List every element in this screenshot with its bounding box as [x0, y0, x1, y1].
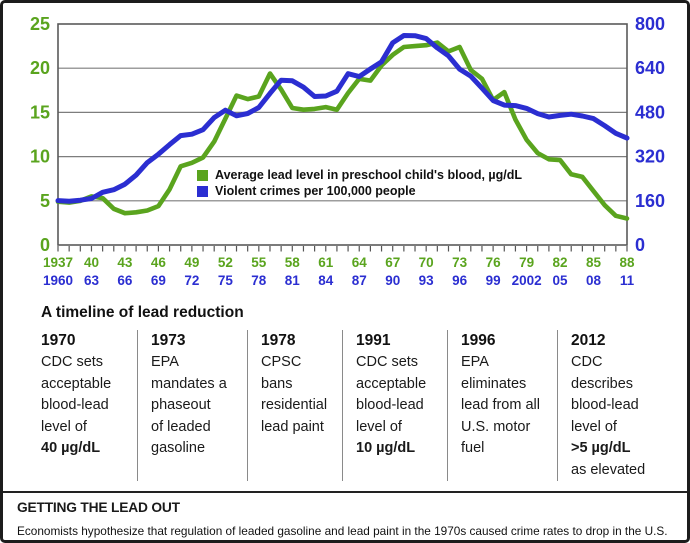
x-green-year-label: 70 — [419, 255, 434, 270]
lead-reduction-timeline: A timeline of lead reduction 1970 CDC se… — [3, 304, 687, 481]
x-blue-year-label: 72 — [184, 273, 199, 288]
timeline-text: EPA mandates a phaseout of leaded gasoli… — [151, 354, 227, 456]
y-left-tick-label: 25 — [30, 14, 50, 34]
crime-series-line — [55, 33, 630, 204]
legend-item-lead: Average lead level in preschool child's … — [197, 168, 522, 182]
timeline-year: 1991 — [356, 332, 391, 349]
chart-footer: GETTING THE LEAD OUT Economists hypothes… — [3, 491, 687, 540]
timeline-text: CDC sets acceptable blood-lead level of — [356, 354, 427, 435]
x-blue-year-label: 1960 — [43, 273, 73, 288]
y-right-tick-label: 320 — [635, 147, 665, 167]
x-blue-year-label: 93 — [419, 273, 435, 288]
timeline-heading: A timeline of lead reduction — [41, 304, 244, 321]
x-blue-year-label: 78 — [251, 273, 267, 288]
timeline-event-1970: 1970 CDC sets acceptable blood-lead leve… — [41, 330, 137, 481]
y-right-tick-label: 800 — [635, 14, 665, 34]
x-blue-year-label: 63 — [84, 273, 100, 288]
timeline-event-1978: 1978 CPSC bans residential lead paint — [247, 330, 342, 481]
x-green-year-label: 82 — [553, 255, 568, 270]
x-blue-year-label: 69 — [151, 273, 166, 288]
x-green-year-label: 76 — [486, 255, 502, 270]
x-green-year-label: 43 — [117, 255, 133, 270]
y-left-tick-label: 10 — [30, 147, 50, 167]
footer-heading: GETTING THE LEAD OUT — [17, 500, 180, 516]
timeline-text: CPSC bans residential lead paint — [261, 354, 328, 435]
timeline-value: 10 µg/dL — [356, 440, 416, 456]
timeline-event-1991: 1991 CDC sets acceptable blood-lead leve… — [342, 330, 447, 481]
timeline-text: CDC sets acceptable blood-lead level of — [41, 354, 112, 435]
timeline-event-1973: 1973 EPA mandates a phaseout of leaded g… — [137, 330, 247, 481]
x-blue-year-label: 11 — [620, 273, 635, 288]
x-blue-year-label: 84 — [318, 273, 334, 288]
timeline-text-after: as elevated — [571, 461, 646, 478]
x-green-year-label: 67 — [385, 255, 400, 270]
x-green-year-label: 58 — [285, 255, 301, 270]
y-right-tick-label: 0 — [635, 235, 645, 255]
x-green-year-label: 52 — [218, 255, 233, 270]
timeline-year: 1978 — [261, 332, 296, 349]
timeline-event-2012: 2012 CDC describes blood-lead level of >… — [557, 330, 669, 481]
x-green-year-label: 79 — [519, 255, 534, 270]
timeline-year: 2012 — [571, 332, 606, 349]
y-left-tick-label: 20 — [30, 58, 50, 78]
y-left-tick-label: 5 — [40, 191, 50, 211]
x-blue-year-label: 99 — [486, 273, 501, 288]
x-blue-year-label: 05 — [553, 273, 569, 288]
x-green-year-label: 1937 — [43, 255, 73, 270]
x-blue-year-label: 2002 — [512, 273, 542, 288]
lead-legend-label: Average lead level in preschool child's … — [215, 168, 523, 182]
y-right-tick-label: 480 — [635, 102, 665, 122]
y-right-tick-label: 640 — [635, 58, 665, 78]
crime-legend-label: Violent crimes per 100,000 people — [215, 184, 416, 198]
x-green-year-label: 49 — [184, 255, 199, 270]
lead-crime-chart: 0 5 10 15 20 25 0 160 320 480 640 800 1937 40 43 46 49 52… — [3, 3, 687, 295]
timeline-grid: 1970 CDC sets acceptable blood-lead leve… — [41, 330, 669, 481]
x-green-year-label: 85 — [586, 255, 602, 270]
timeline-year: 1973 — [151, 332, 186, 349]
x-blue-year-label: 87 — [352, 273, 367, 288]
x-green-year-label: 88 — [619, 255, 635, 270]
x-blue-year-label: 66 — [117, 273, 133, 288]
x-green-year-label: 55 — [251, 255, 267, 270]
x-green-year-label: 61 — [318, 255, 334, 270]
x-blue-year-label: 81 — [285, 273, 301, 288]
y-right-tick-label: 160 — [635, 191, 665, 211]
x-blue-year-label: 08 — [586, 273, 602, 288]
crime-legend-swatch-icon — [197, 185, 208, 197]
source-caption: Economists hypothesize that regulation o… — [17, 524, 668, 538]
lead-legend-swatch-icon — [197, 169, 208, 181]
timeline-event-1996: 1996 EPA eliminates lead from all U.S. m… — [447, 330, 557, 481]
timeline-year: 1996 — [461, 332, 496, 349]
x-blue-year-label: 75 — [218, 273, 234, 288]
x-green-year-label: 73 — [452, 255, 468, 270]
timeline-value: >5 µg/dL — [571, 440, 631, 456]
timeline-year: 1970 — [41, 332, 76, 349]
y-left-tick-label: 0 — [40, 235, 50, 255]
timeline-text: EPA eliminates lead from all U.S. motor … — [461, 354, 540, 456]
x-green-year-label: 40 — [84, 255, 99, 270]
plot-border — [57, 23, 628, 246]
timeline-text: CDC describes blood-lead level of — [571, 354, 639, 435]
y-left-tick-label: 15 — [30, 102, 50, 122]
lead-series-line — [55, 40, 630, 221]
x-green-year-label: 46 — [151, 255, 167, 270]
x-green-year-label: 64 — [352, 255, 368, 270]
timeline-value: 40 µg/dL — [41, 440, 101, 456]
x-blue-year-label: 96 — [452, 273, 468, 288]
legend-item-crime: Violent crimes per 100,000 people — [197, 184, 522, 198]
chart-legend: Average lead level in preschool child's … — [197, 168, 522, 198]
x-blue-year-label: 90 — [385, 273, 400, 288]
